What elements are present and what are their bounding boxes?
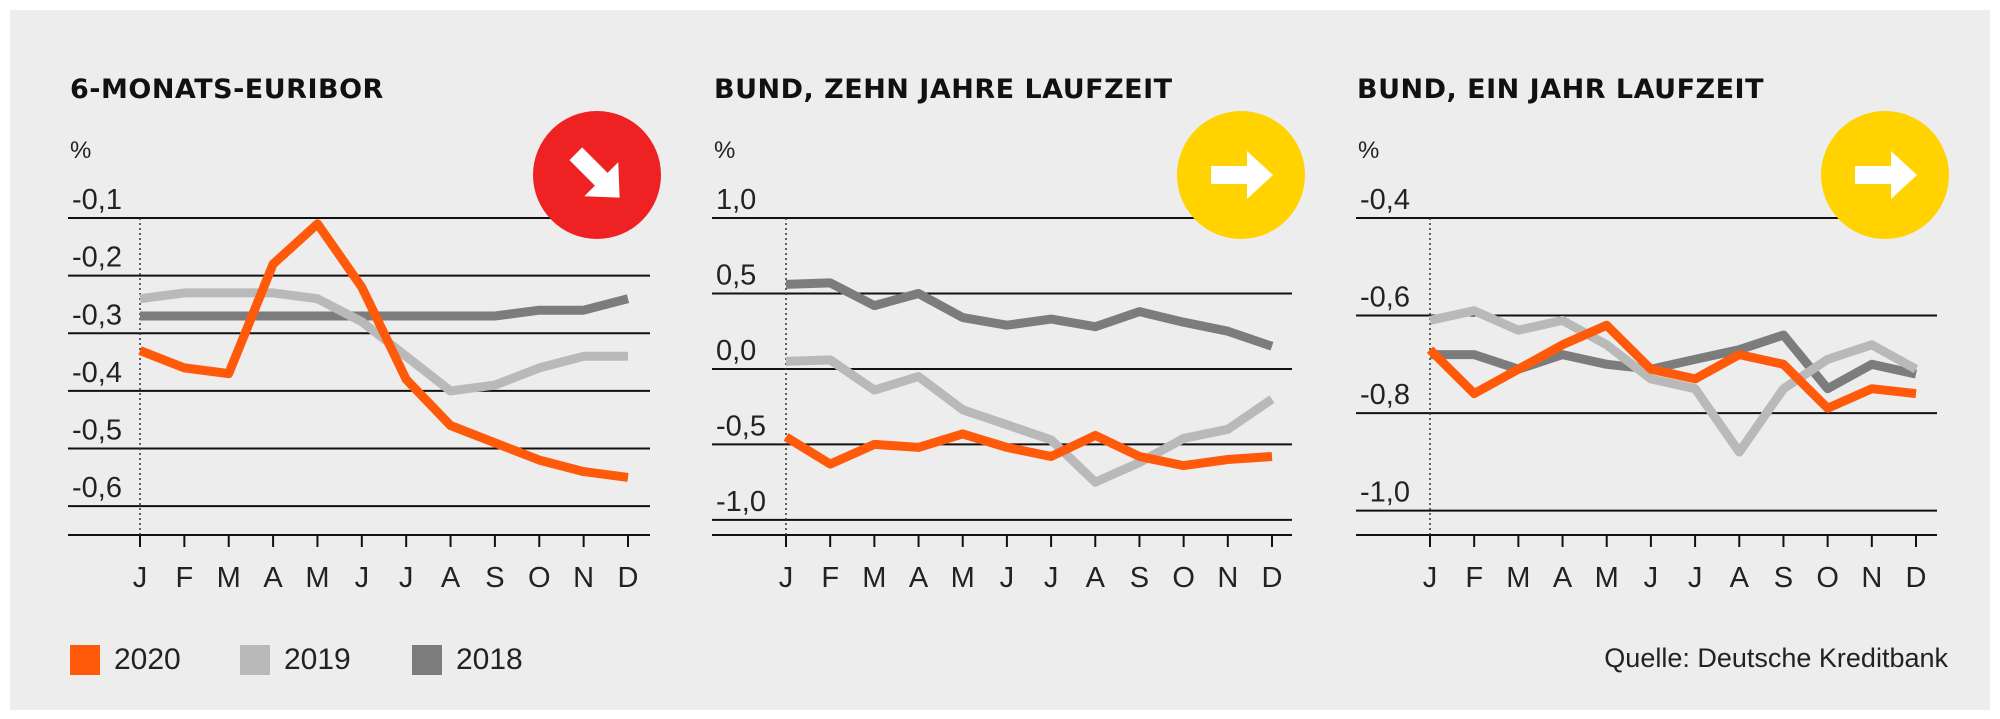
legend-swatch-2019 (240, 645, 270, 675)
chart-title-euribor: 6-MONATS-EURIBOR (70, 74, 384, 105)
x-tick-label: N (1861, 562, 1882, 594)
arrow-down-right-icon (569, 147, 620, 198)
x-tick-label: M (305, 562, 329, 594)
arrow-right-icon (1855, 151, 1917, 199)
x-tick-label: J (1044, 562, 1059, 594)
legend-label-2020: 2020 (114, 643, 181, 676)
x-tick-label: F (1465, 562, 1483, 594)
x-tick-label: J (1423, 562, 1438, 594)
y-tick-label: -0,3 (72, 299, 122, 331)
series-line-2018-bund-10y (785, 278, 1274, 351)
y-unit-label: % (1358, 137, 1379, 164)
x-tick-label: J (355, 562, 370, 594)
y-tick-label: 0,5 (716, 259, 756, 291)
x-tick-label: M (862, 562, 886, 594)
x-tick-label: J (1688, 562, 1703, 594)
legend-label-2018: 2018 (456, 643, 523, 676)
y-tick-label: -0,1 (72, 184, 122, 216)
y-tick-label: -0,4 (1360, 184, 1410, 216)
x-tick-label: M (217, 562, 241, 594)
y-unit-label: % (70, 137, 91, 164)
x-tick-label: O (1172, 562, 1195, 594)
y-tick-label: -1,0 (716, 486, 766, 518)
y-tick-label: -0,5 (716, 410, 766, 442)
x-tick-label: A (1730, 562, 1750, 594)
source-note: Quelle: Deutsche Kreditbank (1604, 643, 1948, 673)
y-unit-label: % (714, 137, 735, 164)
y-tick-label: -0,5 (72, 415, 122, 447)
x-tick-label: A (1553, 562, 1573, 594)
series-line-2018-bund-1y (1430, 330, 1917, 394)
chart-title-bund-10y: BUND, ZEHN JAHRE LAUFZEIT (714, 74, 1173, 105)
y-tick-label: 0,0 (716, 335, 756, 367)
x-tick-label: J (779, 562, 794, 594)
x-tick-label: O (528, 562, 551, 594)
x-tick-label: J (1644, 562, 1659, 594)
x-tick-label: S (1130, 562, 1149, 594)
x-tick-label: F (176, 562, 194, 594)
y-tick-label: -1,0 (1360, 477, 1410, 509)
x-tick-label: N (1217, 562, 1238, 594)
series-line-2020-euribor (138, 219, 629, 482)
legend-swatch-2018 (412, 645, 442, 675)
x-tick-label: A (441, 562, 461, 594)
x-tick-label: A (263, 562, 283, 594)
x-tick-label: J (133, 562, 148, 594)
y-tick-label: -0,8 (1360, 379, 1410, 411)
series-line-2019-bund-10y (785, 355, 1275, 487)
series-line-2020-bund-1y (1426, 320, 1917, 413)
legend-swatch-2020 (70, 645, 100, 675)
series-line-2018-euribor (140, 294, 630, 321)
y-tick-label: 1,0 (716, 184, 756, 216)
x-tick-label: N (573, 562, 594, 594)
x-tick-label: A (1086, 562, 1106, 594)
x-tick-label: M (1595, 562, 1619, 594)
chart-panel (10, 10, 1990, 710)
y-tick-label: -0,4 (72, 357, 122, 389)
x-tick-label: F (821, 562, 839, 594)
x-tick-label: D (1906, 562, 1927, 594)
series-line-2019-bund-1y (1429, 306, 1919, 457)
x-tick-label: S (1774, 562, 1793, 594)
y-tick-label: -0,6 (72, 472, 122, 504)
y-tick-label: -0,6 (1360, 282, 1410, 314)
x-tick-label: D (618, 562, 639, 594)
x-tick-label: M (1506, 562, 1530, 594)
x-tick-label: S (485, 562, 504, 594)
x-tick-label: A (909, 562, 929, 594)
chart-title-bund-1y: BUND, EIN JAHR LAUFZEIT (1357, 74, 1765, 105)
legend-label-2019: 2019 (284, 643, 351, 676)
legend-item-2019: 2019 (240, 640, 351, 680)
y-tick-label: -0,2 (72, 242, 122, 274)
series-line-2020-bund-10y (783, 429, 1273, 471)
x-tick-label: O (1816, 562, 1839, 594)
x-tick-label: M (951, 562, 975, 594)
x-tick-label: D (1262, 562, 1283, 594)
legend-item-2018: 2018 (412, 640, 523, 680)
x-tick-label: J (1000, 562, 1015, 594)
arrow-right-icon (1211, 151, 1273, 199)
x-tick-label: J (399, 562, 414, 594)
legend-item-2020: 2020 (70, 640, 181, 680)
